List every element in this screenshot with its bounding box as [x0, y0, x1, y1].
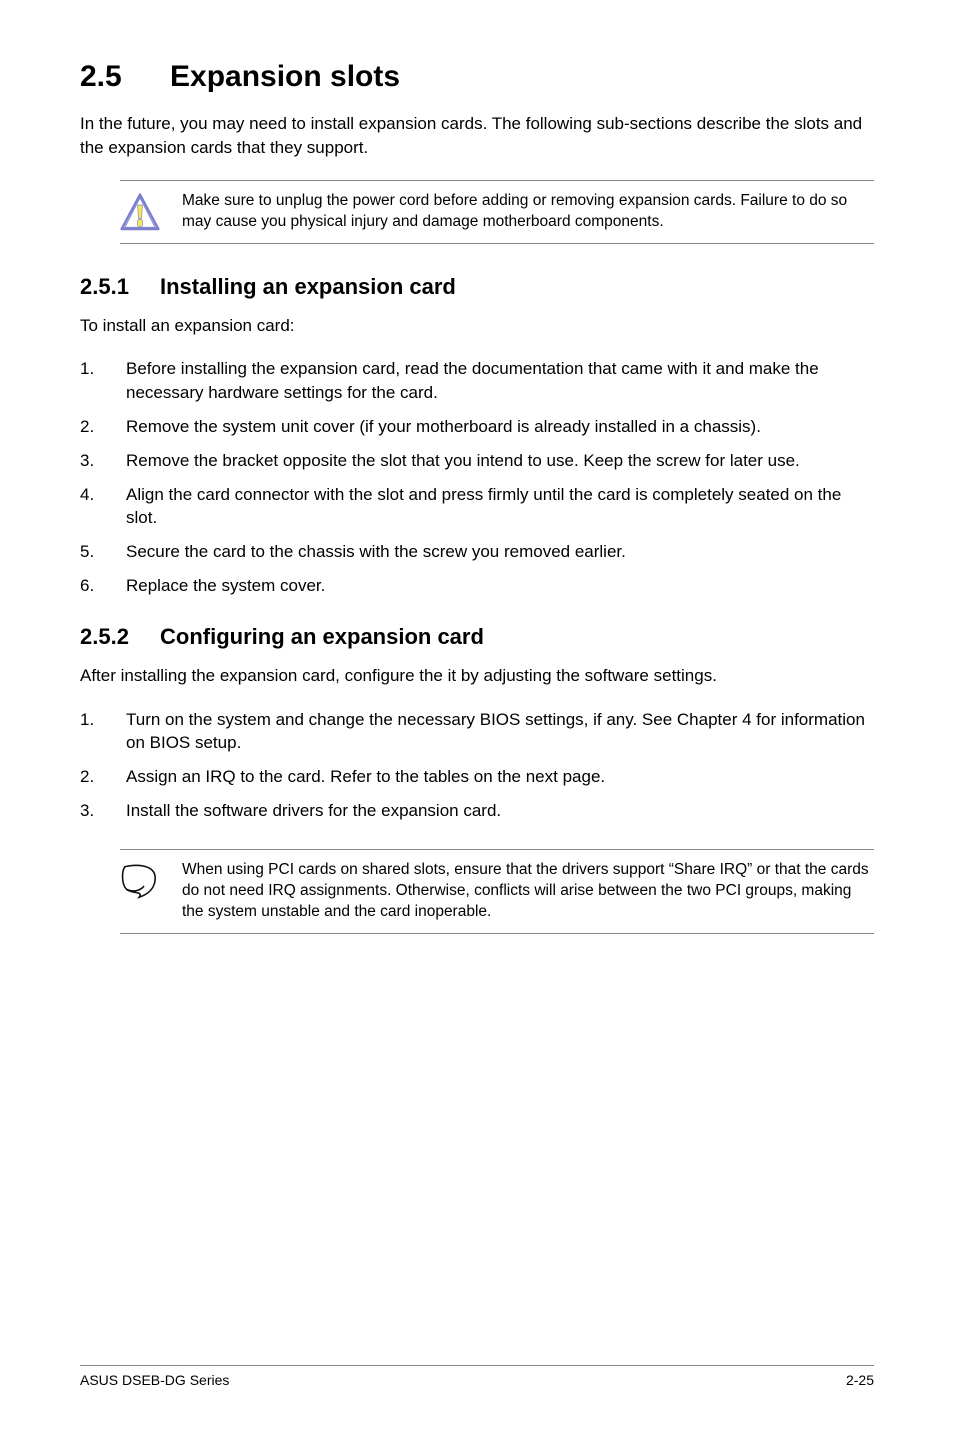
list-item: 1.Turn on the system and change the nece… — [80, 708, 874, 756]
note-text: When using PCI cards on shared slots, en… — [182, 860, 874, 923]
configure-steps-list: 1.Turn on the system and change the nece… — [80, 708, 874, 823]
list-number: 5. — [80, 540, 126, 564]
list-text: Assign an IRQ to the card. Refer to the … — [126, 765, 605, 789]
warning-text: Make sure to unplug the power cord befor… — [182, 191, 874, 233]
list-item: 1.Before installing the expansion card, … — [80, 357, 874, 405]
heading-1: 2.5Expansion slots — [80, 60, 874, 94]
list-number: 6. — [80, 574, 126, 598]
page: 2.5Expansion slots In the future, you ma… — [0, 0, 954, 1438]
list-number: 2. — [80, 415, 126, 439]
list-text: Turn on the system and change the necess… — [126, 708, 874, 756]
heading-1-number: 2.5 — [80, 60, 170, 94]
warning-callout: Make sure to unplug the power cord befor… — [120, 180, 874, 244]
list-number: 2. — [80, 765, 126, 789]
heading-2-configure: 2.5.2Configuring an expansion card — [80, 624, 874, 650]
list-text: Remove the system unit cover (if your mo… — [126, 415, 761, 439]
intro-paragraph: In the future, you may need to install e… — [80, 112, 874, 160]
list-item: 3.Install the software drivers for the e… — [80, 799, 874, 823]
note-callout: When using PCI cards on shared slots, en… — [120, 849, 874, 934]
heading-2-configure-number: 2.5.2 — [80, 624, 160, 650]
warning-icon — [120, 193, 160, 233]
section1-lead: To install an expansion card: — [80, 314, 874, 338]
heading-2-configure-title: Configuring an expansion card — [160, 624, 484, 649]
list-item: 3.Remove the bracket opposite the slot t… — [80, 449, 874, 473]
heading-2-install-number: 2.5.1 — [80, 274, 160, 300]
list-text: Install the software drivers for the exp… — [126, 799, 501, 823]
heading-2-install: 2.5.1Installing an expansion card — [80, 274, 874, 300]
list-number: 3. — [80, 449, 126, 473]
list-text: Replace the system cover. — [126, 574, 325, 598]
list-item: 2.Assign an IRQ to the card. Refer to th… — [80, 765, 874, 789]
list-number: 4. — [80, 483, 126, 531]
list-number: 1. — [80, 357, 126, 405]
install-steps-list: 1.Before installing the expansion card, … — [80, 357, 874, 597]
page-footer: ASUS DSEB-DG Series 2-25 — [80, 1365, 874, 1388]
list-text: Before installing the expansion card, re… — [126, 357, 874, 405]
section2-lead: After installing the expansion card, con… — [80, 664, 874, 688]
footer-right: 2-25 — [846, 1372, 874, 1388]
list-item: 6.Replace the system cover. — [80, 574, 874, 598]
list-text: Remove the bracket opposite the slot tha… — [126, 449, 800, 473]
list-number: 3. — [80, 799, 126, 823]
note-icon — [120, 862, 160, 902]
list-text: Align the card connector with the slot a… — [126, 483, 874, 531]
heading-1-title: Expansion slots — [170, 60, 400, 93]
list-number: 1. — [80, 708, 126, 756]
list-item: 2.Remove the system unit cover (if your … — [80, 415, 874, 439]
list-item: 5.Secure the card to the chassis with th… — [80, 540, 874, 564]
footer-left: ASUS DSEB-DG Series — [80, 1372, 229, 1388]
heading-2-install-title: Installing an expansion card — [160, 274, 456, 299]
list-text: Secure the card to the chassis with the … — [126, 540, 626, 564]
list-item: 4.Align the card connector with the slot… — [80, 483, 874, 531]
